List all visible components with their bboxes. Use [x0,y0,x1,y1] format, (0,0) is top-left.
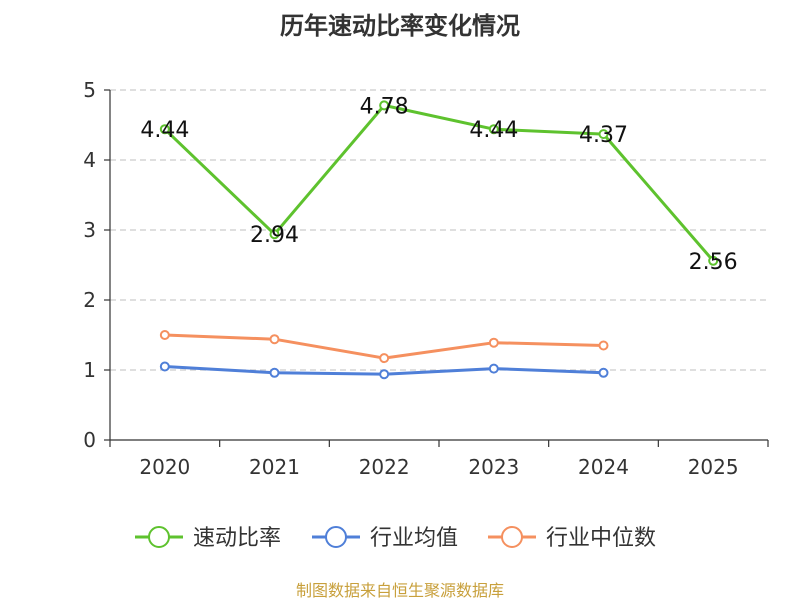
legend-swatch-marker [148,526,170,548]
y-tick-label: 5 [83,78,96,102]
data-point[interactable] [379,369,390,380]
x-tick-label-2020: 2020 [139,455,190,479]
x-tick-label-2024: 2024 [578,455,629,479]
data-label: 2.56 [689,250,738,275]
x-tick-label-2025: 2025 [688,455,739,479]
y-tick-label: 1 [83,358,96,382]
data-label: 2.94 [250,223,299,248]
x-tick-label-2022: 2022 [359,455,410,479]
data-point[interactable] [488,124,499,135]
source-note: 制图数据来自恒生聚源数据库 [296,581,504,600]
chart-title: 历年速动比率变化情况 [280,12,520,40]
data-point[interactable] [159,124,170,135]
data-point[interactable] [379,100,390,111]
legend-item-1[interactable]: 行业均值 [312,526,458,551]
legend-label: 行业中位数 [546,526,656,551]
data-point[interactable] [488,337,499,348]
data-label: 4.78 [360,94,409,119]
legend[interactable]: 速动比率 行业均值 行业中位数 [135,526,656,551]
data-label: 4.37 [579,123,628,148]
data-label: 4.44 [140,118,189,143]
x-tick-label-2023: 2023 [468,455,519,479]
data-point[interactable] [269,229,280,240]
y-tick-label: 3 [83,218,96,242]
legend-swatch-marker [501,526,523,548]
data-point[interactable] [598,367,609,378]
y-tick-label: 2 [83,288,96,312]
y-axis-ticks: 0 1 2 3 4 5 [83,78,110,452]
data-point[interactable] [269,334,280,345]
legend-label: 行业均值 [370,526,458,551]
y-tick-label: 4 [83,148,96,172]
data-point[interactable] [159,330,170,340]
data-point[interactable] [269,367,280,378]
y-tick-label: 0 [83,428,96,452]
data-point[interactable] [598,129,609,140]
data-point[interactable] [708,255,719,266]
data-point[interactable] [598,340,609,351]
data-point[interactable] [379,353,390,364]
grid-lines [110,89,768,371]
series-group [159,100,719,380]
data-labels: 4.44 2.94 4.78 4.44 4.37 2.56 [140,94,737,274]
legend-label: 速动比率 [193,526,281,551]
legend-item-0[interactable]: 速动比率 [135,526,281,551]
legend-item-2[interactable]: 行业中位数 [488,526,656,551]
x-tick-label-2021: 2021 [249,455,300,479]
axes [109,90,768,441]
legend-swatch-marker [325,526,347,548]
series-line-0 [163,103,715,262]
data-label: 4.44 [469,118,518,143]
data-point[interactable] [488,363,499,374]
data-point[interactable] [159,361,170,372]
x-axis-ticks: 2020 2021 2022 2023 2024 2025 [109,440,769,479]
